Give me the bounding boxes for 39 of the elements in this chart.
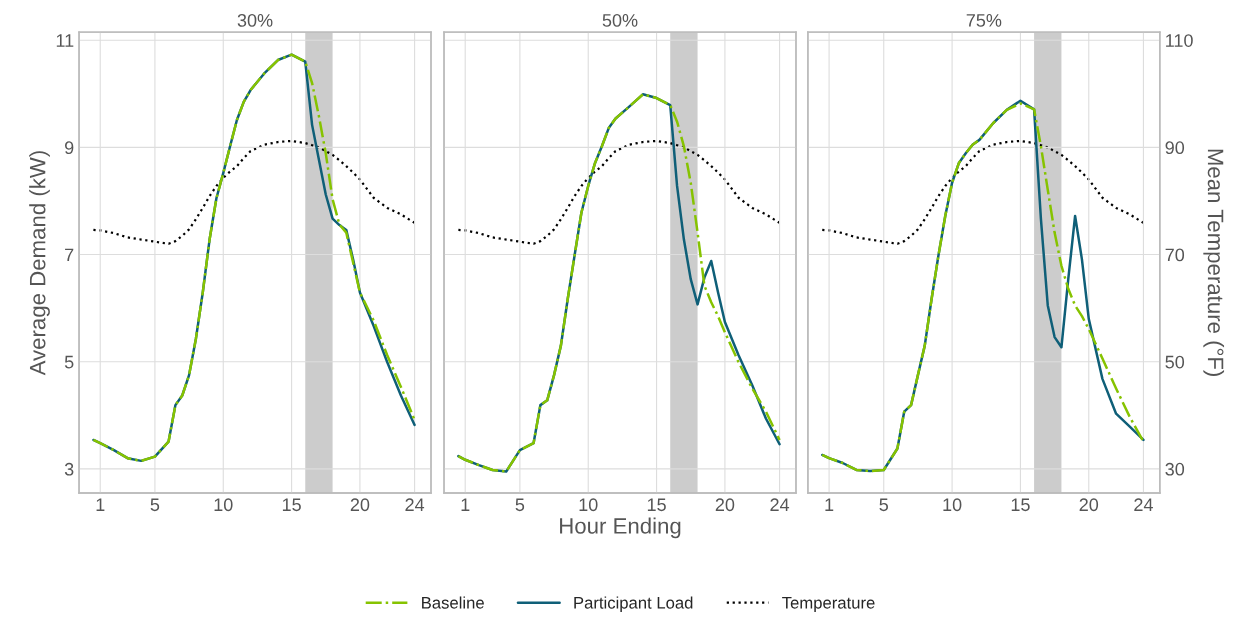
y2-tick-label: 30 bbox=[1165, 462, 1185, 476]
x-tick-label: 10 bbox=[214, 498, 233, 512]
x-tick-label: 20 bbox=[1079, 498, 1099, 512]
chart-title: 30% bbox=[237, 14, 273, 27]
y2-tick-label: 70 bbox=[1165, 248, 1185, 262]
legend-label: Temperature bbox=[782, 597, 875, 612]
x-tick-label: 1 bbox=[96, 498, 105, 511]
x-tick-label: 10 bbox=[943, 498, 962, 512]
y2-tick-label: 110 bbox=[1166, 34, 1193, 47]
x-tick-label: 1 bbox=[461, 498, 470, 511]
x-tick-label: 20 bbox=[715, 498, 735, 512]
x-tick-label: 5 bbox=[150, 498, 160, 512]
x-tick-label: 24 bbox=[405, 498, 425, 511]
x-tick-label: 24 bbox=[770, 498, 790, 511]
line-series bbox=[821, 139, 1145, 245]
y-tick-label: 5 bbox=[64, 355, 74, 369]
y-axis-title: Average Demand (kW) bbox=[29, 151, 50, 376]
y-tick-label: 9 bbox=[65, 141, 74, 155]
x-tick-label: 5 bbox=[515, 498, 525, 512]
legend-label: Participant Load bbox=[574, 596, 693, 612]
x-tick-label: 20 bbox=[350, 498, 370, 512]
chart-title: 75% bbox=[966, 14, 1002, 27]
legend-label: Baseline bbox=[422, 596, 484, 609]
y2-tick-label: 90 bbox=[1165, 141, 1185, 155]
x-tick-label: 15 bbox=[647, 498, 666, 512]
x-tick-label: 10 bbox=[579, 498, 598, 512]
y2-tick-label: 50 bbox=[1165, 355, 1185, 369]
x-axis-title: Hour Ending bbox=[560, 517, 681, 539]
y-tick-label: 11 bbox=[56, 34, 74, 47]
x-tick-label: 1 bbox=[825, 498, 834, 511]
x-tick-label: 15 bbox=[282, 498, 301, 512]
y2-axis-title: Mean Temperature (°F) bbox=[1203, 149, 1225, 376]
x-tick-label: 5 bbox=[879, 498, 889, 512]
x-tick-label: 15 bbox=[1011, 498, 1030, 512]
line-series bbox=[92, 53, 416, 463]
x-tick-label: 24 bbox=[1134, 498, 1153, 511]
y-tick-label: 7 bbox=[65, 248, 74, 262]
chart-title: 50% bbox=[602, 14, 638, 27]
y-tick-label: 3 bbox=[64, 462, 74, 476]
